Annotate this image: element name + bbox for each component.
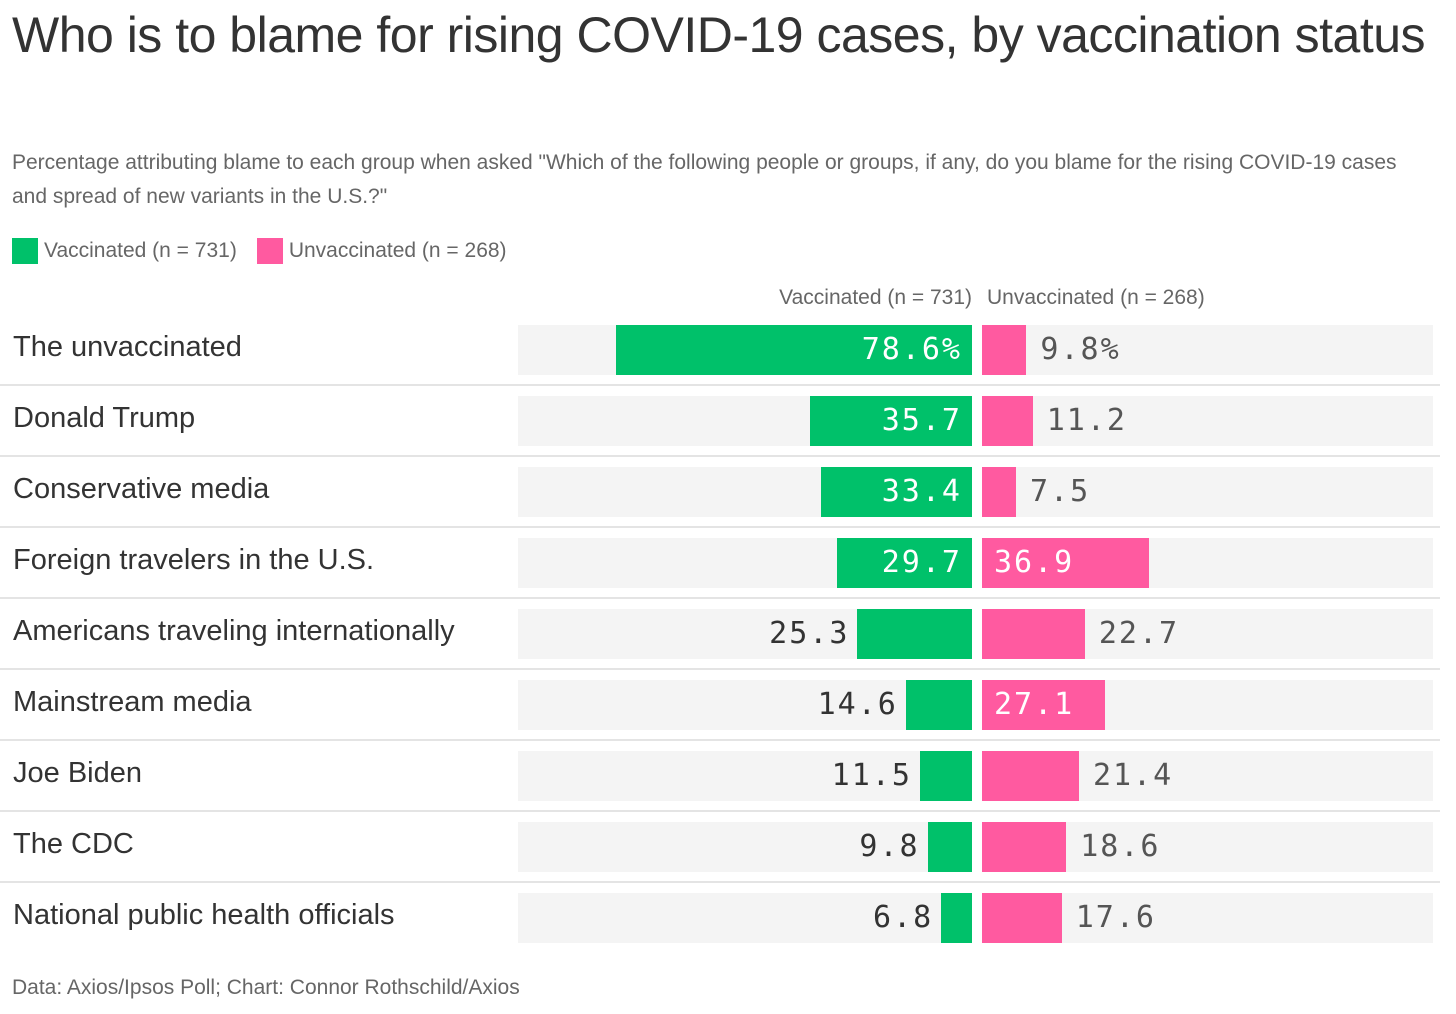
bar-vaccinated (927, 822, 972, 872)
bar-unvaccinated (982, 680, 1105, 730)
value-label-vaccinated: 9.8 (859, 829, 920, 864)
row-the-cdc: The CDC 9.8 18.6 (0, 822, 1456, 893)
track-unvaccinated: 7.5 (982, 467, 1433, 517)
row-separator (0, 384, 1440, 386)
track-vaccinated: 25.3 (518, 609, 972, 659)
chart-subtitle: Percentage attributing blame to each gro… (12, 151, 1397, 208)
category-label: Foreign travelers in the U.S. (13, 544, 375, 576)
value-label-unvaccinated: 22.7 (1098, 616, 1180, 651)
row-the-unvaccinated: The unvaccinated 78.6% 9.8% (0, 325, 1456, 396)
track-unvaccinated: 11.2 (982, 396, 1433, 446)
value-label-unvaccinated: 17.6 (1075, 900, 1156, 935)
bar-vaccinated (905, 680, 972, 730)
bar-unvaccinated (982, 396, 1033, 446)
legend-swatch-vaccinated (12, 238, 38, 264)
track-vaccinated: 11.5 (518, 751, 972, 801)
row-donald-trump: Donald Trump 35.7 11.2 (0, 396, 1456, 467)
column-header-vaccinated: Vaccinated (n = 731) (779, 286, 972, 309)
row-separator (0, 810, 1440, 812)
row-separator (0, 597, 1440, 599)
row-mainstream-media: Mainstream media 14.6 27.1 (0, 680, 1456, 751)
legend-item-vaccinated: Vaccinated (n = 731) (12, 238, 237, 264)
track-vaccinated: 29.7 (518, 538, 972, 588)
track-unvaccinated: 21.4 (982, 751, 1433, 801)
bar-vaccinated (810, 396, 972, 446)
value-label-unvaccinated: 11.2 (1046, 403, 1127, 438)
row-separator (0, 668, 1440, 670)
value-label-vaccinated: 35.7 (881, 403, 962, 438)
column-header-unvaccinated: Unvaccinated (n = 268) (987, 286, 1205, 309)
bar-vaccinated (837, 538, 972, 588)
row-foreign-travelers-in-the-u-s: Foreign travelers in the U.S. 29.7 36.9 (0, 538, 1456, 609)
legend-swatch-unvaccinated (256, 238, 283, 264)
row-americans-traveling-internationally: Americans traveling internationally 25.3 2… (0, 609, 1456, 680)
source-note: Data: Axios/Ipsos Poll; Chart: Connor Ro… (12, 976, 520, 999)
track-unvaccinated: 18.6 (982, 822, 1433, 872)
category-label: Conservative media (13, 473, 270, 505)
value-label-vaccinated: 33.4 (881, 474, 962, 509)
bar-vaccinated (615, 325, 972, 375)
legend-label-vaccinated: Vaccinated (n = 731) (44, 239, 237, 262)
bar-unvaccinated (982, 467, 1016, 517)
legend-item-unvaccinated: Unvaccinated (n = 268) (256, 238, 507, 264)
track-vaccinated: 9.8 (518, 822, 972, 872)
bar-vaccinated (919, 751, 972, 801)
value-label-unvaccinated: 21.4 (1092, 758, 1174, 793)
track-vaccinated: 35.7 (518, 396, 972, 446)
category-label: Donald Trump (13, 402, 196, 434)
bar-unvaccinated (982, 609, 1085, 659)
value-label-unvaccinated: 9.8% (1040, 332, 1121, 367)
value-label-vaccinated: 78.6% (861, 332, 962, 367)
bar-vaccinated (820, 467, 972, 517)
bar-unvaccinated (982, 538, 1150, 588)
row-conservative-media: Conservative media 33.4 7.5 (0, 467, 1456, 538)
bar-vaccinated (941, 893, 972, 943)
bar-unvaccinated (982, 893, 1062, 943)
value-label-unvaccinated: 7.5 (1029, 474, 1091, 509)
track-unvaccinated: 17.6 (982, 893, 1433, 943)
bar-vaccinated (857, 609, 972, 659)
track-vaccinated: 14.6 (518, 680, 972, 730)
category-label: The unvaccinated (13, 331, 242, 363)
value-label-vaccinated: 6.8 (873, 900, 934, 935)
category-label: The CDC (13, 828, 134, 860)
value-label-unvaccinated: 36.9 (994, 545, 1075, 580)
bar-unvaccinated (982, 751, 1079, 801)
category-label: Mainstream media (13, 686, 252, 718)
track-unvaccinated: 9.8% (982, 325, 1433, 375)
track-unvaccinated: 22.7 (982, 609, 1433, 659)
value-label-vaccinated: 14.6 (817, 687, 898, 722)
category-label: Joe Biden (13, 757, 142, 789)
track-vaccinated: 33.4 (518, 467, 972, 517)
track-unvaccinated: 36.9 (982, 538, 1433, 588)
value-label-unvaccinated: 27.1 (994, 687, 1075, 722)
row-separator (0, 526, 1440, 528)
category-label: Americans traveling internationally (13, 615, 455, 647)
value-label-vaccinated: 25.3 (769, 616, 850, 651)
track-vaccinated: 6.8 (518, 893, 972, 943)
chart-title: Who is to blame for rising COVID-19 case… (12, 7, 1426, 63)
value-label-vaccinated: 29.7 (881, 545, 962, 580)
row-joe-biden: Joe Biden 11.5 21.4 (0, 751, 1456, 822)
legend-label-unvaccinated: Unvaccinated (n = 268) (288, 239, 507, 262)
bar-unvaccinated (982, 325, 1027, 375)
value-label-unvaccinated: 18.6 (1080, 829, 1161, 864)
row-separator (0, 739, 1440, 741)
value-label-vaccinated: 11.5 (831, 758, 912, 793)
track-unvaccinated: 27.1 (982, 680, 1433, 730)
track-vaccinated: 78.6% (518, 325, 972, 375)
row-separator (0, 455, 1440, 457)
bar-unvaccinated (982, 822, 1067, 872)
row-national-public-health-officials: National public health officials 6.8 17.6 (0, 893, 1456, 964)
category-label: National public health officials (13, 899, 395, 931)
row-separator (0, 881, 1440, 883)
legend: Vaccinated (n = 731) Unvaccinated (n = 2… (12, 236, 527, 266)
